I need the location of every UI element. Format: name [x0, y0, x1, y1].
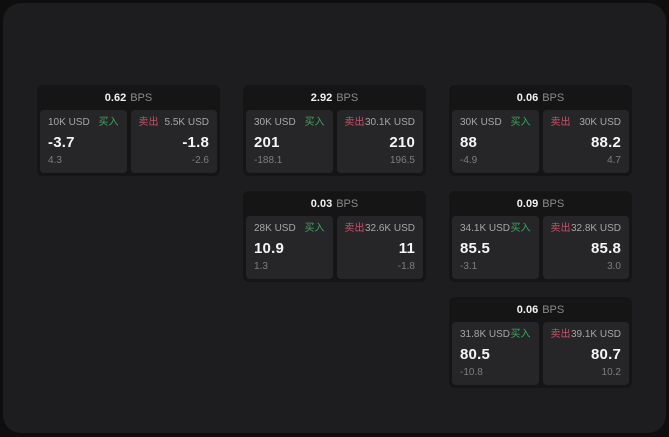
sell-amount: 39.1K USD — [570, 329, 621, 340]
sell-label: 卖出 — [550, 329, 571, 340]
buy-label: 买入 — [304, 117, 325, 128]
buy-amount: 30K USD — [254, 117, 296, 128]
buy-amount: 34.1K USD — [460, 223, 511, 234]
buy-delta: -3.1 — [460, 261, 478, 272]
sell-delta: -1.8 — [397, 261, 415, 272]
buy-label: 买入 — [304, 223, 325, 234]
buy-panel[interactable]: 30K USD 买入 88 -4.9 — [452, 110, 539, 173]
sell-amount: 32.8K USD — [570, 223, 621, 234]
quote-card: 0.06 BPS 30K USD 买入 88 -4.9 卖出 30K USD — [449, 85, 632, 176]
buy-price: 85.5 — [460, 239, 490, 257]
buy-label: 买入 — [510, 117, 531, 128]
buy-price: 88 — [460, 133, 478, 151]
sell-delta: -2.6 — [191, 155, 209, 166]
buy-amount: 10K USD — [48, 117, 90, 128]
card-header: 0.06 BPS — [452, 297, 629, 322]
bps-value: 0.06 — [516, 91, 539, 104]
sell-delta: 3.0 — [607, 261, 621, 272]
card-header: 0.09 BPS — [452, 191, 629, 216]
buy-delta: -188.1 — [254, 155, 283, 166]
bps-unit: BPS — [130, 91, 153, 104]
sell-panel[interactable]: 卖出 5.5K USD -1.8 -2.6 — [130, 110, 217, 173]
sell-price: 11 — [398, 239, 415, 257]
panels-row: 30K USD 买入 88 -4.9 卖出 30K USD 88.2 4.7 — [452, 110, 629, 173]
quote-card: 2.92 BPS 30K USD 买入 201 -188.1 卖出 30.1K … — [243, 85, 426, 176]
buy-price: 80.5 — [460, 345, 490, 363]
buy-panel[interactable]: 28K USD 买入 10.9 1.3 — [246, 216, 333, 279]
sell-panel[interactable]: 卖出 30.1K USD 210 196.5 — [336, 110, 423, 173]
sell-price: 210 — [389, 133, 415, 151]
buy-delta: 4.3 — [48, 155, 62, 166]
quote-card: 0.06 BPS 31.8K USD 买入 80.5 -10.8 卖出 39.1… — [449, 297, 632, 388]
buy-delta: 1.3 — [254, 261, 268, 272]
sell-amount: 30.1K USD — [364, 117, 415, 128]
sell-amount: 5.5K USD — [164, 117, 209, 128]
buy-price: -3.7 — [48, 133, 75, 151]
buy-amount: 30K USD — [460, 117, 502, 128]
sell-label: 卖出 — [344, 223, 365, 234]
buy-panel[interactable]: 30K USD 买入 201 -188.1 — [246, 110, 333, 173]
sell-label: 卖出 — [138, 117, 159, 128]
bps-unit: BPS — [336, 197, 359, 210]
app-window: 0.62 BPS 10K USD 买入 -3.7 4.3 卖出 5.5K USD — [3, 3, 666, 433]
sell-label: 卖出 — [344, 117, 365, 128]
sell-amount: 30K USD — [579, 117, 621, 128]
sell-panel[interactable]: 卖出 39.1K USD 80.7 10.2 — [542, 322, 629, 385]
panels-row: 28K USD 买入 10.9 1.3 卖出 32.6K USD 11 -1.8 — [246, 216, 423, 279]
buy-label: 买入 — [98, 117, 119, 128]
buy-amount: 28K USD — [254, 223, 296, 234]
buy-panel[interactable]: 31.8K USD 买入 80.5 -10.8 — [452, 322, 539, 385]
buy-label: 买入 — [510, 223, 531, 234]
sell-label: 卖出 — [550, 117, 571, 128]
panels-row: 31.8K USD 买入 80.5 -10.8 卖出 39.1K USD 80.… — [452, 322, 629, 385]
buy-panel[interactable]: 34.1K USD 买入 85.5 -3.1 — [452, 216, 539, 279]
card-header: 2.92 BPS — [246, 85, 423, 110]
bps-unit: BPS — [336, 91, 359, 104]
quote-card: 0.09 BPS 34.1K USD 买入 85.5 -3.1 卖出 32.8K… — [449, 191, 632, 282]
bps-unit: BPS — [542, 303, 565, 316]
sell-price: 80.7 — [591, 345, 621, 363]
buy-delta: -10.8 — [460, 367, 483, 378]
buy-price: 201 — [254, 133, 280, 151]
panels-row: 10K USD 买入 -3.7 4.3 卖出 5.5K USD -1.8 -2.… — [40, 110, 217, 173]
bps-value: 0.03 — [310, 197, 333, 210]
sell-panel[interactable]: 卖出 32.6K USD 11 -1.8 — [336, 216, 423, 279]
sell-price: -1.8 — [182, 133, 209, 151]
quote-card: 0.62 BPS 10K USD 买入 -3.7 4.3 卖出 5.5K USD — [37, 85, 220, 176]
bps-value: 0.62 — [104, 91, 127, 104]
buy-delta: -4.9 — [460, 155, 478, 166]
sell-label: 卖出 — [550, 223, 571, 234]
bps-unit: BPS — [542, 91, 565, 104]
buy-amount: 31.8K USD — [460, 329, 511, 340]
panels-row: 30K USD 买入 201 -188.1 卖出 30.1K USD 210 1… — [246, 110, 423, 173]
sell-amount: 32.6K USD — [364, 223, 415, 234]
buy-panel[interactable]: 10K USD 买入 -3.7 4.3 — [40, 110, 127, 173]
sell-price: 85.8 — [591, 239, 621, 257]
sell-panel[interactable]: 卖出 32.8K USD 85.8 3.0 — [542, 216, 629, 279]
sell-price: 88.2 — [591, 133, 621, 151]
sell-delta: 4.7 — [607, 155, 621, 166]
card-header: 0.03 BPS — [246, 191, 423, 216]
card-header: 0.62 BPS — [40, 85, 217, 110]
quote-grid: 0.62 BPS 10K USD 买入 -3.7 4.3 卖出 5.5K USD — [37, 85, 632, 388]
buy-price: 10.9 — [254, 239, 284, 257]
sell-delta: 196.5 — [389, 155, 415, 166]
panels-row: 34.1K USD 买入 85.5 -3.1 卖出 32.8K USD 85.8… — [452, 216, 629, 279]
bps-unit: BPS — [542, 197, 565, 210]
card-header: 0.06 BPS — [452, 85, 629, 110]
sell-delta: 10.2 — [601, 367, 621, 378]
buy-label: 买入 — [510, 329, 531, 340]
quote-card: 0.03 BPS 28K USD 买入 10.9 1.3 卖出 32.6K US… — [243, 191, 426, 282]
bps-value: 0.06 — [516, 303, 539, 316]
bps-value: 0.09 — [516, 197, 539, 210]
bps-value: 2.92 — [310, 91, 333, 104]
sell-panel[interactable]: 卖出 30K USD 88.2 4.7 — [542, 110, 629, 173]
